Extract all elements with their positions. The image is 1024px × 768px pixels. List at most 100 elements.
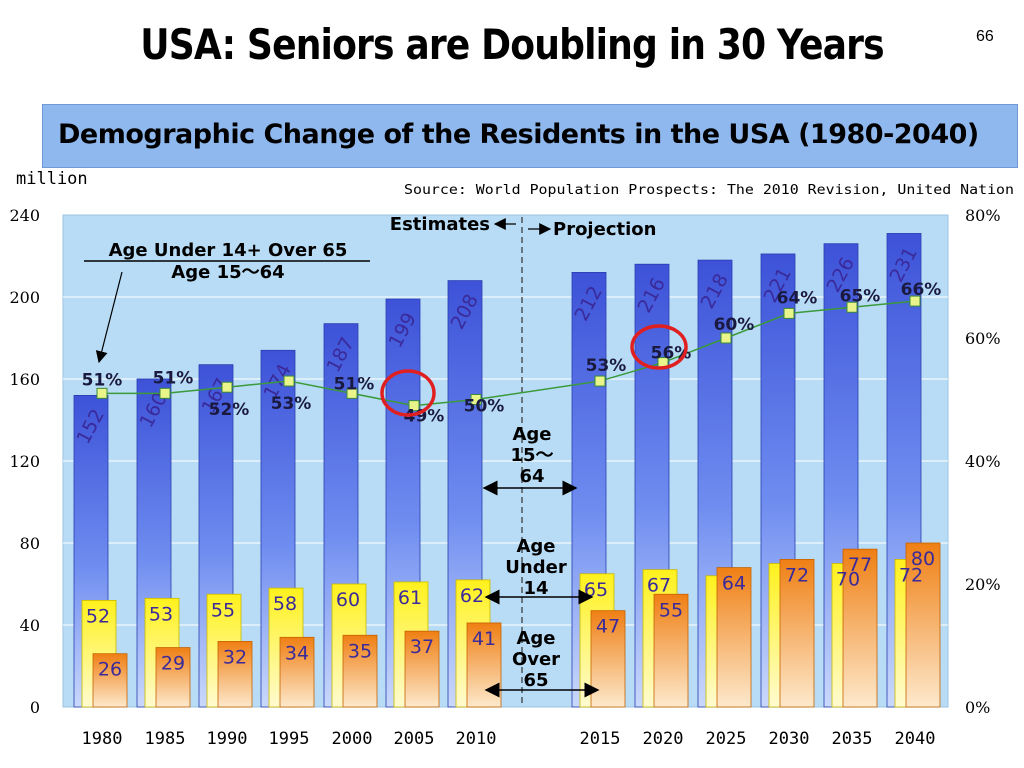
y-unit-label: million bbox=[16, 169, 88, 189]
ratio-label: 50% bbox=[464, 397, 505, 417]
projection-label: Projection bbox=[553, 219, 656, 240]
bar-age-over-65 bbox=[716, 567, 752, 708]
x-tick-label: 2040 bbox=[895, 729, 936, 749]
annotation-age-under-14: Age bbox=[516, 536, 555, 557]
bar-age-over-65 bbox=[92, 653, 128, 708]
x-tick-label: 2005 bbox=[394, 729, 435, 749]
ratio-marker bbox=[221, 381, 233, 393]
bar-age-over-65 bbox=[905, 542, 941, 708]
label-age-under-14: 60 bbox=[336, 589, 360, 611]
highlight-circle-2005 bbox=[380, 369, 436, 417]
x-tick-label: 2020 bbox=[643, 729, 684, 749]
ratio-label: 51% bbox=[153, 368, 194, 388]
annotation-age-over-65: 65 bbox=[523, 670, 548, 691]
label-age-under-14: 61 bbox=[398, 587, 422, 609]
y-tick-label: 160 bbox=[9, 370, 40, 389]
x-tick-label: 1980 bbox=[82, 729, 123, 749]
ratio-label: 66% bbox=[901, 280, 942, 300]
ratio-marker bbox=[408, 400, 420, 412]
estimates-label: Estimates bbox=[390, 214, 490, 235]
bar-age-over-65 bbox=[217, 641, 253, 708]
y2-tick-label: 40% bbox=[965, 452, 1001, 471]
annotation-age-15-64: 64 bbox=[519, 466, 544, 487]
x-tick-label: 2025 bbox=[706, 729, 747, 749]
y-tick-label: 0 bbox=[30, 698, 40, 717]
ratio-label: 53% bbox=[586, 356, 627, 376]
annotation-age-15-64: Age bbox=[512, 424, 551, 445]
x-tick-label: 2000 bbox=[332, 729, 373, 749]
ratio-legend-arrow bbox=[95, 271, 123, 364]
annotation-age-15-64: 15～ bbox=[510, 445, 553, 466]
ratio-marker bbox=[96, 387, 108, 399]
ratio-marker bbox=[283, 375, 295, 387]
x-tick-label: 1990 bbox=[207, 729, 248, 749]
label-age-over-65: 29 bbox=[161, 653, 185, 675]
ratio-marker bbox=[159, 387, 171, 399]
label-age-under-14: 58 bbox=[273, 593, 297, 615]
label-age-under-14: 72 bbox=[899, 564, 923, 586]
annotation-age-over-65: Age bbox=[516, 628, 555, 649]
ratio-marker bbox=[783, 307, 795, 319]
ratio-marker bbox=[470, 394, 482, 405]
bar-age-over-65 bbox=[466, 622, 502, 708]
ratio-label: 51% bbox=[334, 374, 375, 394]
source-note: Source: World Population Prospects: The … bbox=[404, 183, 1014, 198]
label-age-over-65: 37 bbox=[410, 636, 434, 658]
label-age-over-65: 26 bbox=[98, 659, 122, 681]
y-tick-label: 40 bbox=[20, 616, 40, 635]
y2-tick-label: 80% bbox=[965, 206, 1001, 225]
ratio-legend-numerator: Age Under 14+ Over 65 bbox=[109, 240, 348, 261]
ratio-marker bbox=[846, 301, 858, 313]
ratio-legend-denominator: Age 15～64 bbox=[171, 262, 284, 283]
label-age-under-14: 53 bbox=[149, 603, 173, 625]
highlight-circle-2020 bbox=[630, 324, 688, 370]
y-tick-label: 120 bbox=[9, 452, 40, 471]
label-age-over-65: 72 bbox=[785, 564, 809, 586]
label-age-over-65: 55 bbox=[659, 599, 683, 621]
bar-age-over-65 bbox=[779, 559, 815, 708]
ratio-label: 60% bbox=[714, 315, 755, 335]
x-tick-label: 2010 bbox=[456, 729, 497, 749]
y2-tick-label: 60% bbox=[965, 329, 1001, 348]
y2-tick-label: 20% bbox=[965, 575, 1001, 594]
x-tick-label: 1985 bbox=[145, 729, 186, 749]
label-age-over-65: 47 bbox=[596, 616, 620, 638]
label-age-over-65: 41 bbox=[472, 628, 496, 650]
chart-subtitle: Demographic Change of the Residents in t… bbox=[58, 119, 979, 150]
ratio-label: 65% bbox=[840, 286, 881, 306]
ratio-marker bbox=[594, 375, 606, 387]
x-tick-label: 2030 bbox=[769, 729, 810, 749]
ratio-marker bbox=[720, 332, 732, 344]
label-age-under-14: 52 bbox=[86, 605, 110, 627]
ratio-label: 52% bbox=[209, 400, 250, 420]
ratio-label: 49% bbox=[404, 407, 445, 427]
label-age-over-65: 64 bbox=[722, 573, 746, 595]
label-age-under-14: 55 bbox=[211, 599, 235, 621]
page-number: 66 bbox=[976, 28, 994, 45]
annotation-age-under-14: 14 bbox=[523, 578, 548, 599]
bar-age-over-65 bbox=[279, 636, 315, 708]
x-tick-label: 1995 bbox=[269, 729, 310, 749]
bar-age-over-65 bbox=[404, 630, 440, 708]
label-age-under-14: 70 bbox=[836, 569, 860, 591]
label-age-over-65: 80 bbox=[911, 548, 935, 570]
y2-tick-label: 0% bbox=[965, 698, 990, 717]
y-tick-label: 80 bbox=[20, 534, 40, 553]
bar-age-over-65 bbox=[842, 548, 878, 708]
ratio-label: 53% bbox=[271, 394, 312, 414]
x-tick-label: 2035 bbox=[832, 729, 873, 749]
x-tick-label: 2015 bbox=[580, 729, 621, 749]
label-age-over-65: 35 bbox=[348, 640, 372, 662]
ratio-label: 64% bbox=[777, 288, 818, 308]
bar-age-over-65 bbox=[653, 593, 689, 708]
ratio-marker bbox=[346, 387, 358, 399]
y-tick-label: 240 bbox=[9, 206, 40, 225]
label-age-over-65: 34 bbox=[285, 642, 309, 664]
annotation-age-over-65: Over bbox=[512, 649, 560, 670]
label-age-over-65: 32 bbox=[223, 646, 247, 668]
annotation-age-under-14: Under bbox=[505, 557, 567, 578]
label-age-under-14: 67 bbox=[647, 575, 671, 597]
label-age-under-14: 62 bbox=[460, 585, 484, 607]
y-tick-label: 200 bbox=[9, 288, 40, 307]
